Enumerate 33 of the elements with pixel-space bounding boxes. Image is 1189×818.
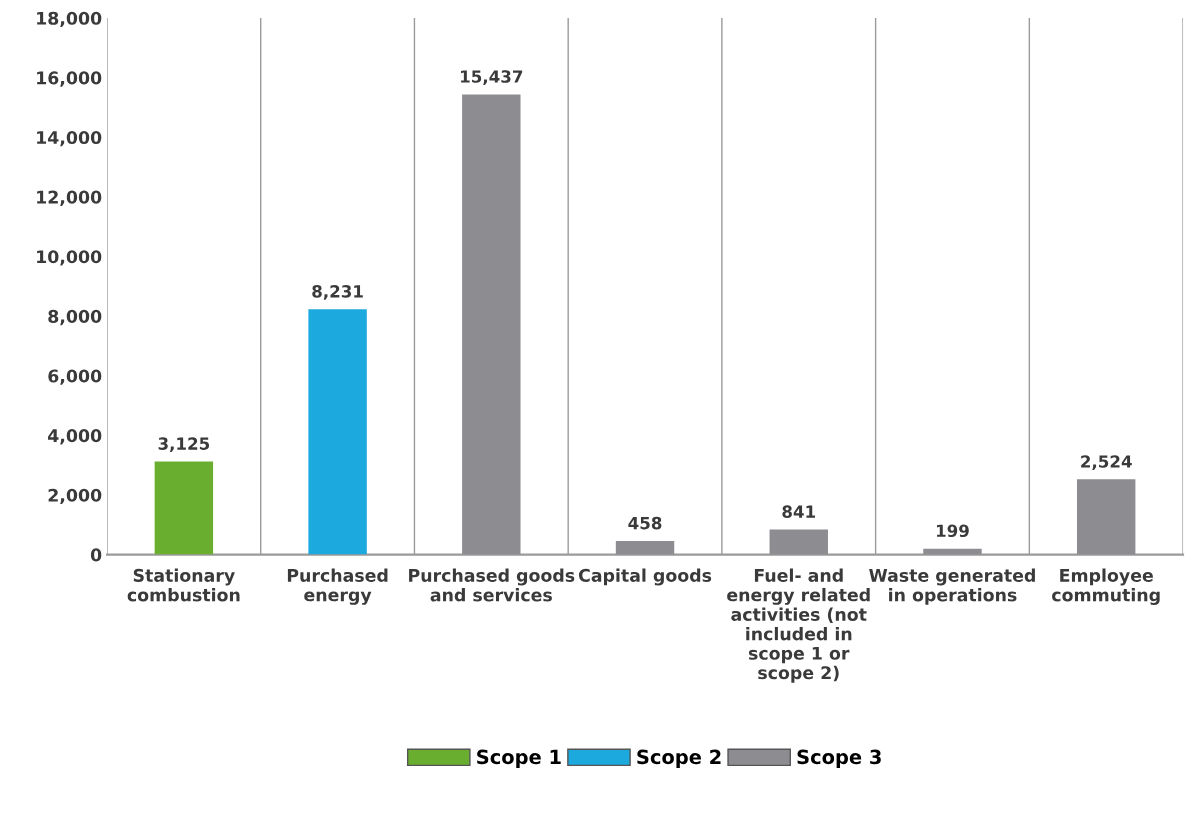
data-label: 199 xyxy=(936,524,969,538)
y-tick-label: 12,000 xyxy=(37,190,102,206)
data-label: 3,125 xyxy=(158,437,210,453)
data-label: 8,231 xyxy=(312,285,363,300)
x-tick-label: Fuel- and energy related activities (not included in scope 1 or scope 2) xyxy=(727,568,870,683)
y-tick-label: 0 xyxy=(90,548,102,562)
y-tick-label: 16,000 xyxy=(37,71,102,87)
bar xyxy=(154,461,214,555)
data-label: 15,437 xyxy=(461,70,523,85)
data-label: 458 xyxy=(628,516,662,530)
legend-label: Scope 3 xyxy=(797,749,881,769)
bar xyxy=(462,94,521,555)
legend-label: Scope 2 xyxy=(637,749,721,769)
legend-label: Scope 1 xyxy=(477,749,561,769)
bar xyxy=(769,529,828,555)
x-tick-label: Capital goods xyxy=(578,568,712,586)
bar xyxy=(615,540,675,555)
data-label: 841 xyxy=(782,505,815,518)
bar xyxy=(308,309,367,555)
y-tick-label: 18,000 xyxy=(37,11,102,28)
x-tick-label: Stationary combustion xyxy=(127,568,240,602)
y-tick-label: 8,000 xyxy=(48,309,102,326)
y-tick-label: 14,000 xyxy=(37,130,102,147)
y-tick-label: 2,000 xyxy=(48,488,102,505)
x-tick-label: Purchased goods and services xyxy=(409,568,575,602)
y-tick-label: 4,000 xyxy=(48,429,102,445)
x-tick-label: Purchased energy xyxy=(287,568,388,605)
x-tick-label: Employee commuting xyxy=(1052,568,1160,606)
bar xyxy=(1076,479,1136,555)
data-label: 2,524 xyxy=(1081,455,1132,470)
y-tick-label: 10,000 xyxy=(37,250,102,266)
x-tick-label: Waste generated in operations xyxy=(869,568,1035,605)
y-tick-label: 6,000 xyxy=(48,369,102,385)
